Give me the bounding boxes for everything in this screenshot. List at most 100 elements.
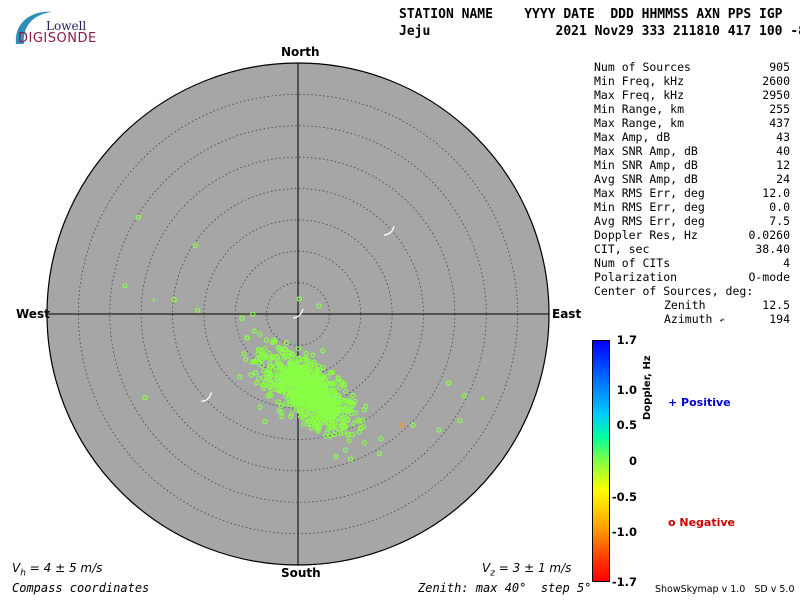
source-point — [335, 395, 341, 401]
source-point — [259, 362, 265, 368]
stat-value: 255 — [769, 102, 790, 116]
compass-axes — [47, 63, 549, 565]
source-point — [310, 352, 316, 358]
source-point — [311, 396, 317, 402]
source-point — [310, 413, 316, 419]
source-point — [310, 419, 316, 425]
stat-label: Max SNR Amp, dB — [594, 144, 698, 158]
source-point — [309, 415, 315, 422]
source-point — [315, 419, 321, 425]
source-point — [271, 337, 277, 343]
source-point — [325, 381, 331, 387]
stat-row: Max SNR Amp, dB 40 — [594, 144, 790, 158]
source-point — [323, 386, 329, 392]
source-point — [307, 383, 313, 389]
stat-row: Min Freq, kHz 2600 — [594, 74, 790, 88]
source-point — [244, 335, 250, 341]
source-point — [265, 393, 271, 399]
stat-label: Num of Sources — [594, 60, 691, 74]
source-point — [264, 337, 270, 343]
source-point — [288, 359, 294, 365]
positive-marker: + — [479, 395, 487, 405]
source-point-outlier — [398, 423, 405, 429]
source-point — [267, 381, 274, 387]
stat-label: Avg SNR Amp, dB — [594, 172, 698, 186]
source-point — [266, 350, 272, 356]
stat-row: Max Freq, kHz 2950 — [594, 88, 790, 102]
vh-subscript: h — [20, 568, 26, 579]
colorbar-tick-label: -1.0 — [611, 525, 637, 540]
source-point — [341, 429, 347, 435]
source-point — [291, 368, 297, 374]
source-point — [314, 425, 320, 431]
source-point — [283, 377, 289, 383]
source-point — [314, 397, 320, 403]
source-point — [256, 375, 262, 381]
stat-row: Max Range, km 437 — [594, 116, 790, 130]
digisonde-logo — [15, 11, 53, 44]
stat-row: Min RMS Err, deg 0.0 — [594, 200, 790, 214]
source-point — [253, 369, 259, 376]
source-point — [330, 380, 336, 386]
source-point — [288, 414, 294, 420]
source-point — [461, 393, 467, 399]
source-point — [298, 414, 304, 420]
source-point — [328, 380, 334, 387]
zenith-value: 12.5 — [762, 298, 790, 312]
source-point — [317, 382, 323, 388]
positive-marker: + — [150, 296, 158, 306]
source-point — [192, 243, 198, 249]
source-point — [277, 345, 283, 351]
colorbar-tick-label: 1.0 — [616, 382, 637, 397]
source-point — [276, 408, 282, 414]
source-point — [343, 447, 349, 453]
stat-value: 12 — [776, 158, 790, 172]
source-point — [282, 393, 289, 399]
zenith-label: Zenith — [664, 298, 706, 312]
header-values: Jeju 2021 Nov29 333 211810 417 100 -8U — [399, 24, 800, 39]
center-zenith-row: Zenith 12.5 — [594, 298, 790, 312]
source-point — [330, 387, 336, 393]
skymap-plot: ++ — [46, 62, 550, 566]
source-point — [332, 428, 338, 434]
source-point — [327, 433, 333, 439]
source-point — [291, 401, 297, 407]
source-point — [300, 413, 306, 419]
stat-value: 0.0260 — [748, 228, 790, 242]
stat-value: 2950 — [762, 88, 790, 102]
source-point — [195, 307, 201, 313]
header-labels: STATION NAME YYYY DATE DDD HHMMSS AXN PP… — [399, 7, 783, 22]
vz-readout: Vz = 3 ± 1 m/s — [482, 561, 571, 578]
colorbar-tick-label: -1.7 — [611, 575, 637, 589]
stat-label: Min Range, km — [594, 102, 685, 116]
source-point — [278, 402, 284, 409]
source-point — [283, 339, 289, 346]
source-point — [303, 350, 309, 357]
source-point — [333, 453, 339, 459]
colorbar-tick-label: 0 — [628, 454, 637, 468]
stat-value: 437 — [769, 116, 790, 130]
stat-row: Max RMS Err, deg 12.0 — [594, 186, 790, 200]
colorbar-tick-label: 0.5 — [616, 418, 637, 433]
source-point — [327, 424, 333, 430]
source-point — [262, 418, 268, 425]
source-point — [318, 389, 324, 395]
stat-row: CIT, sec 38.40 — [594, 242, 790, 256]
source-point — [266, 366, 272, 372]
source-point — [311, 359, 317, 365]
stat-label: Avg RMS Err, deg — [594, 214, 705, 228]
source-point — [321, 375, 327, 381]
compass-north: North — [281, 45, 320, 59]
source-point — [436, 427, 442, 433]
vz-value: = 3 ± 1 m/s — [494, 561, 572, 575]
source-point — [275, 373, 281, 379]
source-point — [171, 297, 177, 303]
source-point — [259, 382, 265, 388]
source-point — [289, 368, 295, 374]
source-point — [352, 410, 358, 416]
source-point — [313, 367, 319, 373]
stat-value: O-mode — [748, 270, 790, 284]
source-point — [260, 351, 266, 357]
stat-row: Avg SNR Amp, dB 24 — [594, 172, 790, 186]
colorbar-label: Doppler, Hz — [642, 355, 653, 420]
